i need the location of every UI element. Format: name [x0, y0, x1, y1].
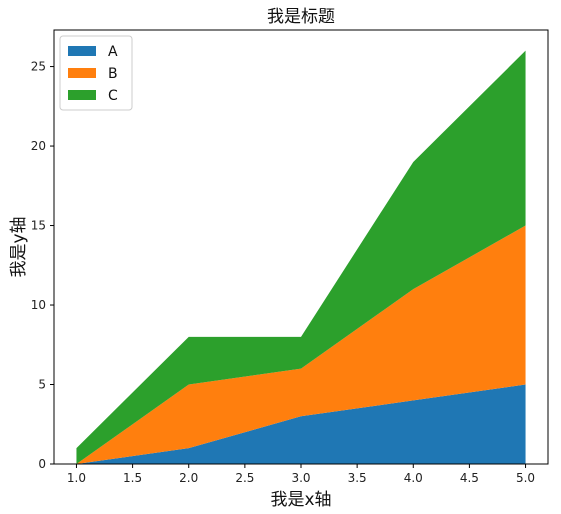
y-tick-label: 5 [38, 378, 46, 392]
legend: ABC [59, 35, 133, 111]
legend-label-a: A [108, 44, 118, 60]
area-c [76, 50, 526, 465]
area-series-group [76, 50, 526, 465]
y-axis-label: 我是y轴 [9, 216, 29, 277]
legend-swatch-b [68, 68, 96, 78]
chart-title: 我是标题 [267, 7, 335, 27]
legend-label-b: B [108, 66, 118, 82]
x-tick-label: 2.0 [179, 471, 198, 485]
x-tick-label: 2.5 [235, 471, 254, 485]
y-tick-label: 0 [38, 457, 46, 471]
legend-swatch-c [68, 90, 96, 100]
legend-label-c: C [108, 88, 118, 104]
y-tick-label: 25 [31, 60, 46, 74]
x-tick-label: 5.0 [516, 471, 535, 485]
x-axis-label: 我是x轴 [270, 490, 331, 510]
x-tick-label: 3.0 [291, 471, 310, 485]
x-tick-label: 4.0 [404, 471, 423, 485]
y-tick-label: 15 [31, 219, 46, 233]
y-axis: 0 5 10 15 20 25 [31, 60, 54, 471]
area-b [76, 225, 526, 464]
x-tick-label: 4.5 [460, 471, 479, 485]
legend-swatch-a [68, 46, 96, 56]
area-a [76, 384, 526, 464]
x-tick-label: 3.5 [348, 471, 367, 485]
x-tick-label: 1.0 [67, 471, 86, 485]
y-tick-label: 10 [31, 298, 46, 312]
x-tick-label: 1.5 [123, 471, 142, 485]
y-tick-label: 20 [31, 139, 46, 153]
x-axis: 1.0 1.5 2.0 2.5 3.0 3.5 4.0 4.5 5.0 [67, 464, 535, 485]
